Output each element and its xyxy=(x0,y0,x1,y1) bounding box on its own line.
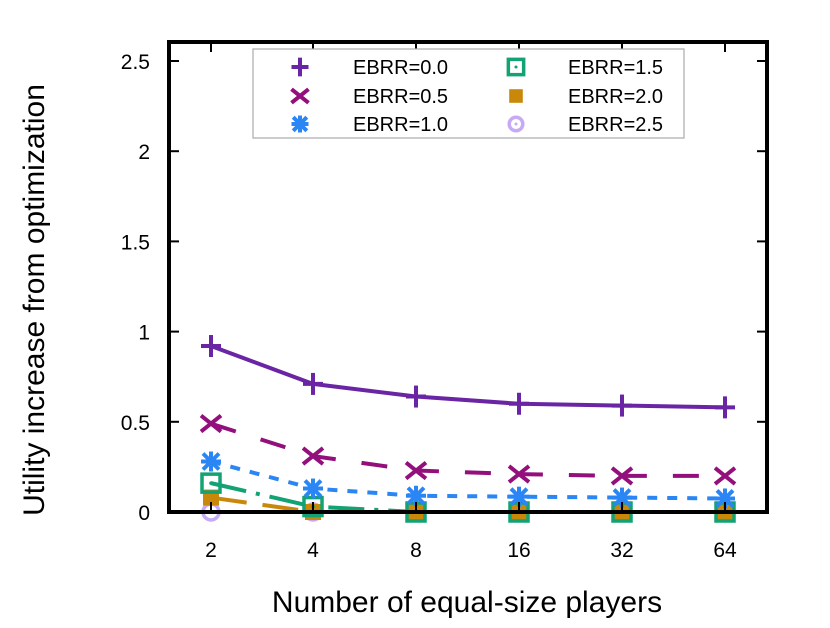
plus-marker-icon xyxy=(303,372,323,395)
square-dot-marker-icon xyxy=(200,472,222,494)
cross-marker-icon xyxy=(199,414,223,434)
y-tick-label: 0.5 xyxy=(121,412,150,435)
x-tick-label: 16 xyxy=(507,539,530,562)
series-ebrr-0-0 xyxy=(210,344,726,410)
legend-box xyxy=(252,48,685,139)
y-axis: 0 0.5 1 1.5 2 2.5 xyxy=(121,51,767,525)
plus-marker-icon xyxy=(406,385,426,408)
series-markers xyxy=(201,335,735,419)
legend-item: EBRR=0.5 xyxy=(290,86,448,108)
x-tick-label: 4 xyxy=(307,539,319,562)
legend-label: EBRR=1.0 xyxy=(353,114,448,136)
star-marker-icon xyxy=(509,486,529,507)
cross-marker-icon xyxy=(404,460,428,481)
x-tick-label: 64 xyxy=(713,539,737,562)
series-markers xyxy=(199,414,737,486)
series-ebrr-1-0 xyxy=(210,459,726,501)
cross-marker-icon xyxy=(290,87,310,105)
legend-label: EBRR=0.0 xyxy=(353,57,448,79)
circle-dot-marker-icon xyxy=(507,115,525,133)
legend-item: EBRR=1.5 xyxy=(506,57,663,79)
legend-item: EBRR=0.0 xyxy=(291,57,448,79)
plot-series-layer xyxy=(199,335,737,523)
legend-label: EBRR=0.5 xyxy=(353,86,448,108)
x-tick-label: 8 xyxy=(410,539,422,562)
series-line xyxy=(210,344,726,410)
plus-marker-icon xyxy=(509,392,529,415)
cross-marker-icon xyxy=(301,446,325,466)
filled-square-marker-icon xyxy=(509,89,523,103)
y-tick-label: 1.5 xyxy=(121,231,150,254)
plus-marker-icon xyxy=(612,394,632,417)
y-tick-label: 2.5 xyxy=(121,51,150,74)
y-tick-label: 0 xyxy=(138,502,150,525)
plus-marker-icon xyxy=(201,335,221,358)
x-tick-label: 32 xyxy=(610,539,633,562)
series-ebrr-0-5 xyxy=(210,421,725,478)
x-axis-label: Number of equal-size players xyxy=(272,586,662,619)
x-tick-label: 2 xyxy=(205,539,217,562)
legend: EBRR=0.0 EBRR=0.5 EBRR=1.0 EBRR=1.5 EBRR=2.0… xyxy=(252,48,685,139)
star-marker-icon xyxy=(201,451,221,472)
star-marker-icon xyxy=(291,115,309,133)
legend-label: EBRR=2.5 xyxy=(568,114,663,136)
series-line xyxy=(210,421,725,478)
plot-frame xyxy=(167,40,769,514)
cross-marker-icon xyxy=(507,464,531,484)
legend-item: EBRR=2.0 xyxy=(509,86,663,108)
series-line xyxy=(210,459,726,501)
legend-item: EBRR=2.5 xyxy=(507,114,663,136)
y-axis-label: Utility increase from optimization xyxy=(18,84,51,516)
cross-marker-icon xyxy=(610,466,634,486)
series-markers xyxy=(203,489,733,520)
plus-marker-icon xyxy=(715,396,735,419)
x-axis: 2 4 8 16 32 64 xyxy=(205,42,737,562)
legend-item: EBRR=1.0 xyxy=(291,114,448,136)
y-tick-label: 2 xyxy=(138,141,150,164)
cross-marker-icon xyxy=(713,466,737,486)
legend-label: EBRR=1.5 xyxy=(568,57,663,79)
square-dot-marker-icon xyxy=(506,57,526,77)
plus-marker-icon xyxy=(291,57,309,77)
y-tick-label: 1 xyxy=(138,322,150,345)
legend-label: EBRR=2.0 xyxy=(568,86,663,108)
star-marker-icon xyxy=(303,478,323,499)
